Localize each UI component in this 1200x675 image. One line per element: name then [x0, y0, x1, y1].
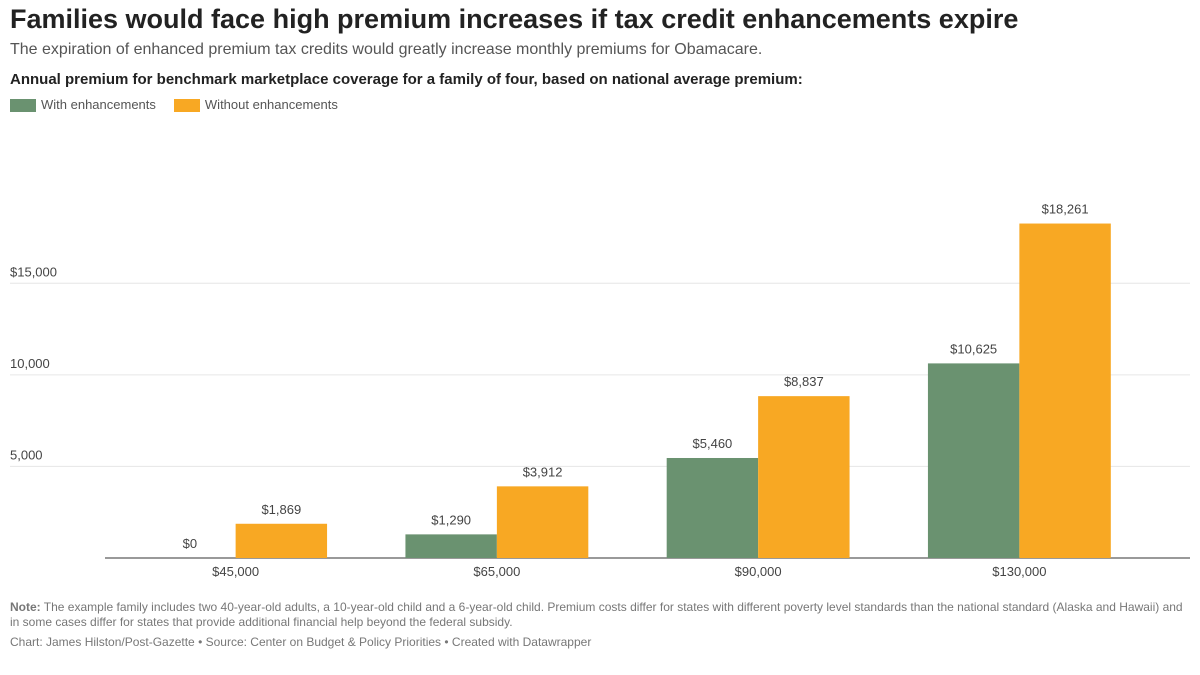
legend-item: With enhancements [10, 97, 156, 113]
value-label: $18,261 [1042, 202, 1089, 217]
bar [496, 486, 589, 558]
value-label: $1,869 [261, 502, 301, 517]
note: Note: The example family includes two 40… [10, 600, 1190, 630]
value-label: $10,625 [950, 341, 997, 356]
y-tick-label: 5,000 [10, 447, 43, 462]
y-tick-label: $15,000 [10, 264, 57, 279]
value-label: $8,837 [784, 374, 824, 389]
note-text: The example family includes two 40-year-… [10, 600, 1183, 629]
footer: Note: The example family includes two 40… [10, 600, 1190, 650]
y-tick-label: 10,000 [10, 356, 50, 371]
value-label: $3,912 [523, 464, 563, 479]
legend-label: Without enhancements [204, 97, 338, 112]
value-label: $0 [183, 536, 197, 551]
source: Chart: James Hilston/Post-Gazette • Sour… [10, 635, 592, 649]
title: Families would face high premium increas… [10, 4, 1019, 34]
value-label: $1,290 [431, 512, 471, 527]
bar [927, 363, 1020, 558]
x-tick-label: $90,000 [735, 564, 782, 579]
bar [666, 457, 759, 558]
value-label: $5,460 [693, 436, 733, 451]
legend-swatch [173, 99, 200, 113]
x-tick-label: $45,000 [212, 564, 259, 579]
subtitle: The expiration of enhanced premium tax c… [10, 41, 763, 58]
note-label: Note: [10, 600, 41, 614]
bar [1019, 223, 1111, 558]
chart: 5,000 10,000 $15,000 $45,000 $0 $1,869 $65,000… [10, 202, 1190, 579]
legend-label: With enhancements [41, 97, 156, 112]
header: Families would face high premium increas… [10, 4, 1190, 113]
chart-title: Annual premium for benchmark marketplace… [10, 71, 803, 88]
bar [235, 523, 328, 558]
legend-item: Without enhancements [173, 97, 338, 113]
legend-swatch [10, 99, 36, 113]
x-tick-label: $130,000 [992, 564, 1046, 579]
bar [758, 396, 850, 558]
legend: With enhancements Without enhancements [10, 97, 1190, 113]
x-tick-label: $65,000 [473, 564, 520, 579]
bar [405, 534, 497, 558]
